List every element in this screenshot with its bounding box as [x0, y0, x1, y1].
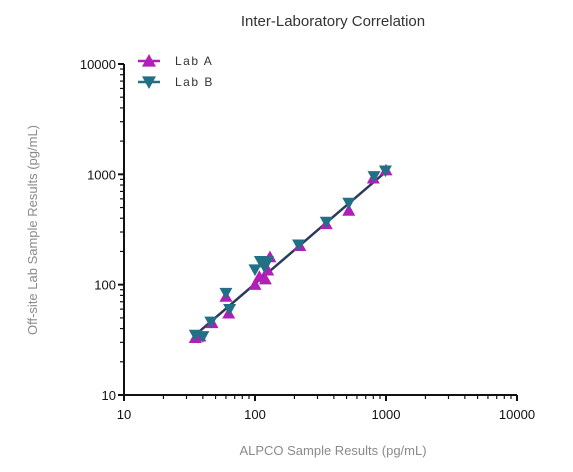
legend: Lab A Lab B	[138, 54, 214, 89]
legend-marker-lab-a	[142, 54, 156, 67]
lab-b-point	[261, 256, 275, 269]
x-tick-label: 10	[117, 407, 131, 422]
lab-b-point	[342, 197, 356, 210]
x-tick-label: 1000	[372, 407, 401, 422]
fit-line-group	[194, 170, 387, 336]
legend-marker-lab-b	[142, 76, 156, 89]
y-tick-label: 10	[102, 388, 116, 403]
lab-a-point	[342, 204, 356, 216]
axis-ticks: 10 100 1000 10000 10 100 1000 10000	[80, 57, 535, 422]
x-axis-label: ALPCO Sample Results (pg/mL)	[239, 443, 426, 458]
y-tick-label: 1000	[87, 167, 116, 182]
x-tick-label: 100	[244, 407, 266, 422]
fit-line	[194, 170, 387, 336]
axes	[123, 64, 517, 396]
lab-b-point	[378, 165, 392, 178]
y-tick-label: 10000	[80, 57, 116, 72]
legend-label-lab-a: Lab A	[175, 54, 213, 68]
lab-b-point	[248, 264, 262, 277]
data-points	[188, 163, 393, 343]
lab-b-point	[196, 331, 210, 343]
lab-b-point	[204, 316, 218, 329]
y-axis-label: Off-site Lab Sample Results (pg/mL)	[25, 125, 40, 335]
lab-b-point	[219, 287, 233, 300]
y-tick-label: 100	[94, 278, 116, 293]
lab-b-point	[292, 239, 306, 252]
chart-title: Inter-Laboratory Correlation	[241, 13, 425, 30]
lab-a-point	[258, 272, 272, 285]
x-tick-label: 10000	[499, 407, 535, 422]
lab-b-point	[319, 216, 333, 229]
lab-b-point	[223, 303, 237, 316]
lab-b-point	[367, 171, 381, 183]
lab-a-point	[248, 278, 262, 290]
legend-label-lab-b: Lab B	[175, 75, 214, 89]
